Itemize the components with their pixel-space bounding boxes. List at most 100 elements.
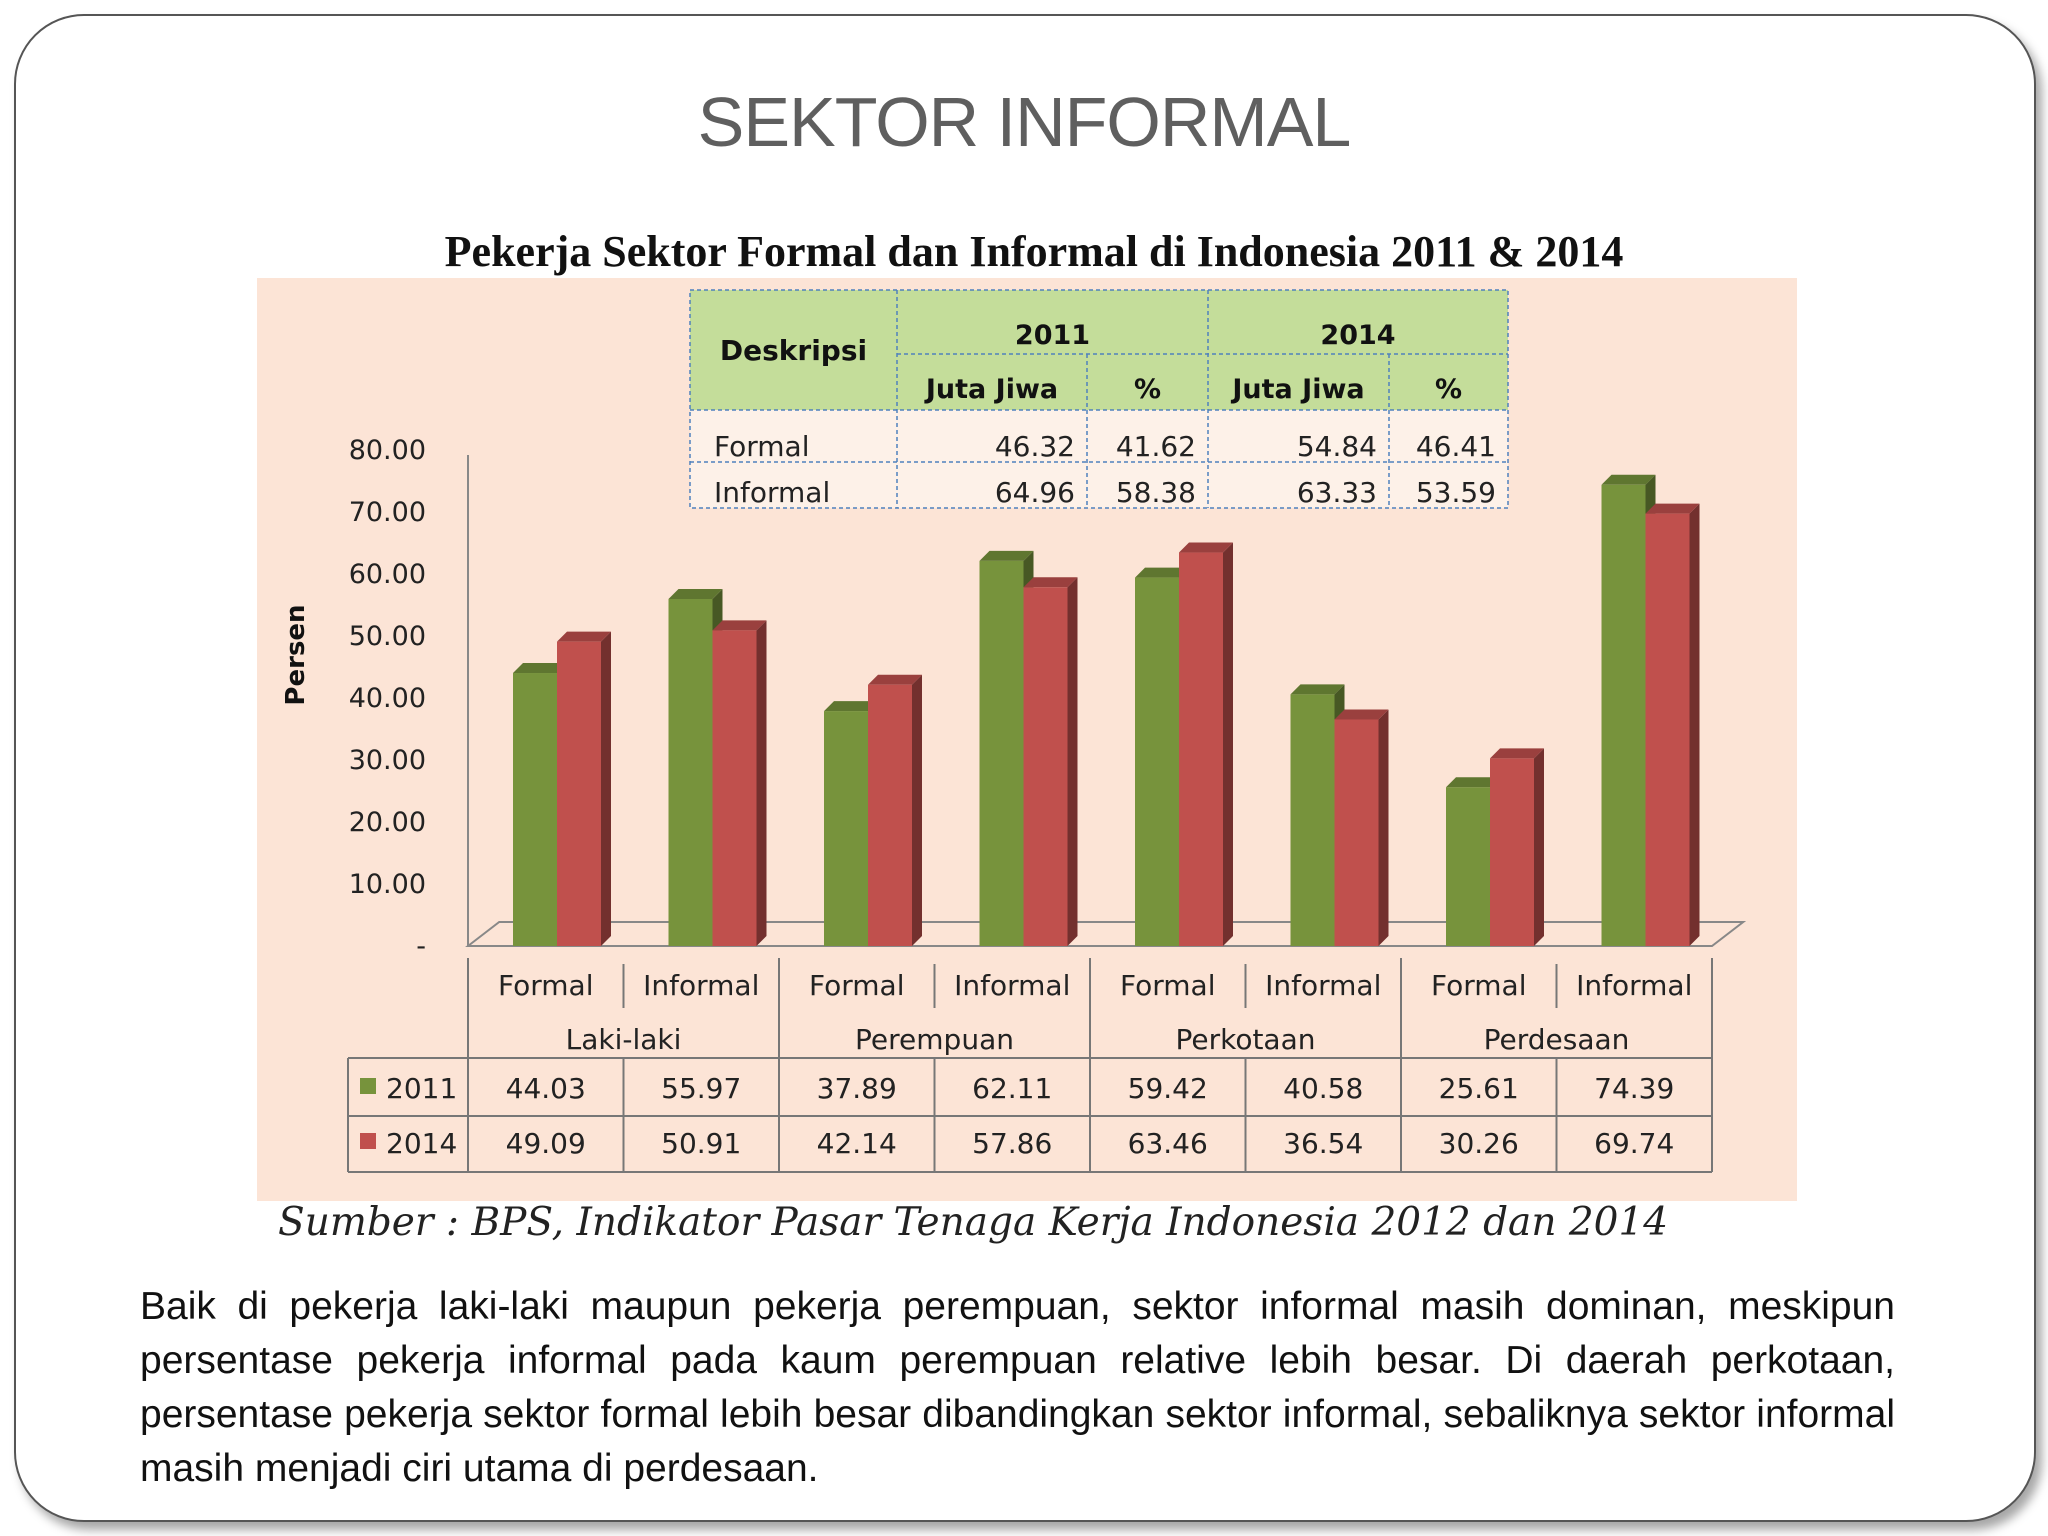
inset-row-label: Formal: [714, 430, 809, 463]
bar-side: [912, 674, 922, 946]
bar-2011-3: [979, 560, 1024, 946]
inset-subheader: %: [1134, 374, 1161, 405]
source-note: Sumber : BPS, Indikator Pasar Tenaga Ker…: [278, 1200, 1669, 1245]
bar-top: [1023, 577, 1078, 588]
legend-label: 2014: [386, 1127, 457, 1160]
bar-layer: [513, 474, 1700, 946]
data-table: Formal Informal Formal Informal Formal Inform…: [347, 958, 1713, 1173]
inset-row-label: Informal: [714, 476, 830, 509]
bar-2011-1: [668, 598, 713, 946]
data-label: 69.74: [1594, 1127, 1674, 1160]
bar-2011-4: [1135, 577, 1179, 946]
bar-top: [1645, 503, 1700, 514]
data-label: 59.42: [1128, 1072, 1208, 1105]
bar-2014-1: [712, 630, 757, 946]
body-text: Baik di pekerja laki-laki maupun pekerja…: [140, 1285, 1895, 1490]
category-label: Formal: [498, 969, 593, 1002]
inset-header-desc: Deskripsi: [720, 334, 867, 367]
inset-border: [689, 289, 1509, 509]
y-tick-label: 60.00: [349, 559, 426, 590]
bar-top: [1334, 709, 1389, 720]
y-tick-label: 50.00: [349, 621, 426, 652]
bar-side: [1378, 709, 1389, 946]
group-label: Perkotaan: [1175, 1023, 1315, 1056]
data-label: 49.09: [506, 1127, 586, 1160]
bar-top: [513, 663, 567, 674]
category-label: Formal: [1431, 969, 1526, 1002]
bar-top: [668, 588, 723, 599]
y-tick-label: 10.00: [349, 869, 426, 900]
bar-side: [601, 631, 611, 946]
data-label: 37.89: [817, 1072, 897, 1105]
inset-body-bg: [690, 410, 1508, 508]
inset-year: 2014: [1320, 320, 1395, 351]
y-tick-label: 70.00: [349, 497, 426, 528]
category-label: Formal: [809, 969, 904, 1002]
inset-cell: 41.62: [1116, 430, 1196, 463]
y-tick-label: 20.00: [349, 807, 426, 838]
y-tick-label: -: [416, 931, 426, 962]
bar-top: [824, 701, 878, 712]
bar-top: [557, 631, 611, 642]
category-label: Informal: [954, 969, 1070, 1002]
data-label: 74.39: [1594, 1072, 1674, 1105]
category-label: Formal: [1120, 969, 1215, 1002]
bar-2014-6: [1490, 758, 1534, 946]
inset-header-bg: [690, 290, 1508, 410]
bar-top: [1179, 542, 1233, 553]
bar-2011-5: [1290, 694, 1335, 946]
inset-subheader: %: [1435, 374, 1462, 405]
inset-subheader: Juta Jiwa: [1230, 374, 1364, 405]
bar-top: [1290, 684, 1345, 695]
bar-top: [1135, 567, 1189, 578]
data-label: 30.26: [1439, 1127, 1519, 1160]
data-label: 36.54: [1283, 1127, 1363, 1160]
legend-swatch-2014: [360, 1133, 376, 1149]
category-label: Informal: [643, 969, 759, 1002]
bar-2014-7: [1645, 513, 1690, 946]
bar-2014-0: [557, 641, 601, 946]
data-label: 40.58: [1283, 1072, 1363, 1105]
bar-top: [868, 674, 922, 685]
data-label: 57.86: [972, 1127, 1052, 1160]
data-label: 55.97: [661, 1072, 741, 1105]
legend-swatch-2011: [360, 1078, 376, 1094]
bar-top: [712, 620, 767, 631]
axis-layer: - 10.00 20.00 30.00 40.00 50.00 60.00 70.00 80.0…: [349, 435, 1747, 962]
bar-2014-3: [1023, 587, 1068, 946]
inset-cell: 46.41: [1416, 430, 1496, 463]
inset-cell: 63.33: [1297, 476, 1377, 509]
bar-side: [1689, 503, 1700, 946]
inset-subheader: Juta Jiwa: [924, 374, 1058, 405]
inset-cell: 58.38: [1116, 476, 1196, 509]
data-label: 50.91: [661, 1127, 741, 1160]
chart-title: Pekerja Sektor Formal dan Informal di In…: [444, 227, 1624, 276]
data-label: 42.14: [817, 1127, 897, 1160]
slide-title: SEKTOR INFORMAL: [697, 83, 1352, 161]
group-label: Perdesaan: [1484, 1023, 1630, 1056]
data-label: 62.11: [972, 1072, 1052, 1105]
bar-top: [1490, 748, 1544, 759]
inset-cell: 54.84: [1297, 430, 1377, 463]
inset-cell: 46.32: [995, 430, 1075, 463]
bar-side: [1067, 577, 1078, 946]
bar-2014-2: [868, 684, 912, 946]
y-tick-label: 40.00: [349, 683, 426, 714]
inset-cell: 53.59: [1416, 476, 1496, 509]
data-label: 44.03: [506, 1072, 586, 1105]
group-label: Laki-laki: [566, 1023, 682, 1056]
bar-side: [1534, 748, 1544, 946]
data-label: 25.61: [1439, 1072, 1519, 1105]
y-axis-label: Persen: [281, 604, 311, 705]
inset-table: Deskripsi 2011 2014 Juta Jiwa% Juta Jiwa % For…: [689, 289, 1509, 509]
bar-2014-4: [1179, 552, 1223, 946]
chart-floor: [465, 921, 1747, 947]
y-tick-label: 80.00: [349, 435, 426, 466]
category-label: Informal: [1265, 969, 1381, 1002]
data-label: 63.46: [1128, 1127, 1208, 1160]
bar-2011-2: [824, 711, 868, 946]
bar-2011-7: [1601, 484, 1646, 946]
bar-2011-0: [513, 673, 557, 946]
legend-label: 2011: [386, 1072, 457, 1105]
